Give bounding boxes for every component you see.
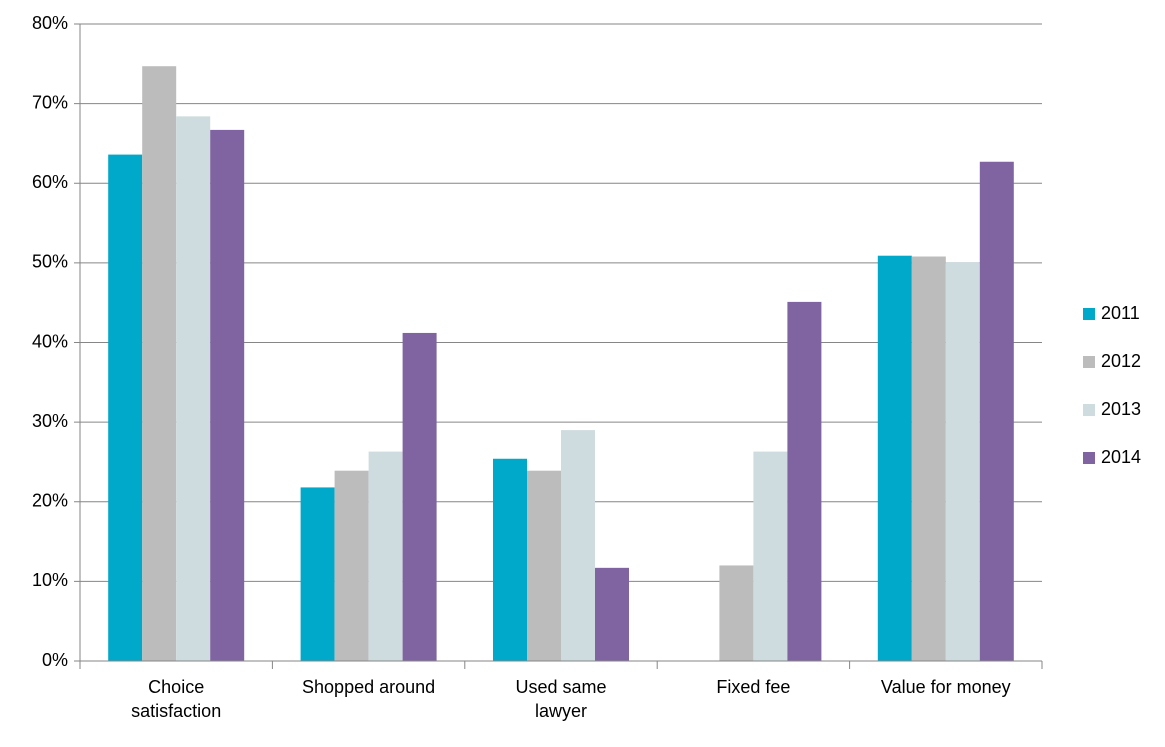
legend-swatch (1083, 404, 1095, 416)
bar (334, 470, 369, 661)
bar (402, 332, 437, 661)
bar (561, 430, 595, 661)
bar (911, 256, 946, 661)
bar (595, 567, 629, 661)
x-tick-label: Value for money (880, 677, 1011, 697)
legend-label: 2014 (1101, 447, 1141, 467)
bar (210, 129, 245, 661)
bar (787, 301, 822, 661)
x-tick-label: Shopped around (302, 677, 436, 697)
bar (493, 458, 527, 661)
x-tick-label: Choice satisfaction (131, 677, 222, 721)
y-tick-label: 0% (42, 650, 68, 670)
bar (368, 451, 403, 661)
y-tick-label: 60% (32, 172, 68, 192)
bar (877, 255, 912, 662)
legend-swatch (1083, 356, 1095, 368)
legend-label: 2011 (1101, 303, 1140, 323)
legend-swatch (1083, 452, 1095, 464)
y-tick-label: 50% (32, 252, 68, 272)
y-tick-label: 40% (32, 331, 68, 351)
y-tick-label: 70% (32, 92, 68, 112)
bar (753, 451, 788, 661)
bar (719, 565, 754, 661)
x-tick-label: Fixed fee (716, 677, 791, 697)
bar (945, 262, 980, 661)
y-tick-label: 20% (32, 491, 68, 511)
x-tick-label: Used same lawyer (515, 677, 607, 721)
legend-swatch (1083, 308, 1095, 320)
y-tick-label: 10% (32, 570, 68, 590)
bar (142, 66, 177, 662)
bar (300, 487, 335, 661)
bar (108, 154, 143, 661)
bar (176, 116, 211, 662)
bar (527, 470, 561, 661)
y-tick-label: 30% (32, 411, 68, 431)
y-tick-label: 80% (32, 13, 68, 33)
legend-label: 2012 (1101, 351, 1141, 371)
legend-label: 2013 (1101, 399, 1141, 419)
bar (979, 161, 1014, 661)
